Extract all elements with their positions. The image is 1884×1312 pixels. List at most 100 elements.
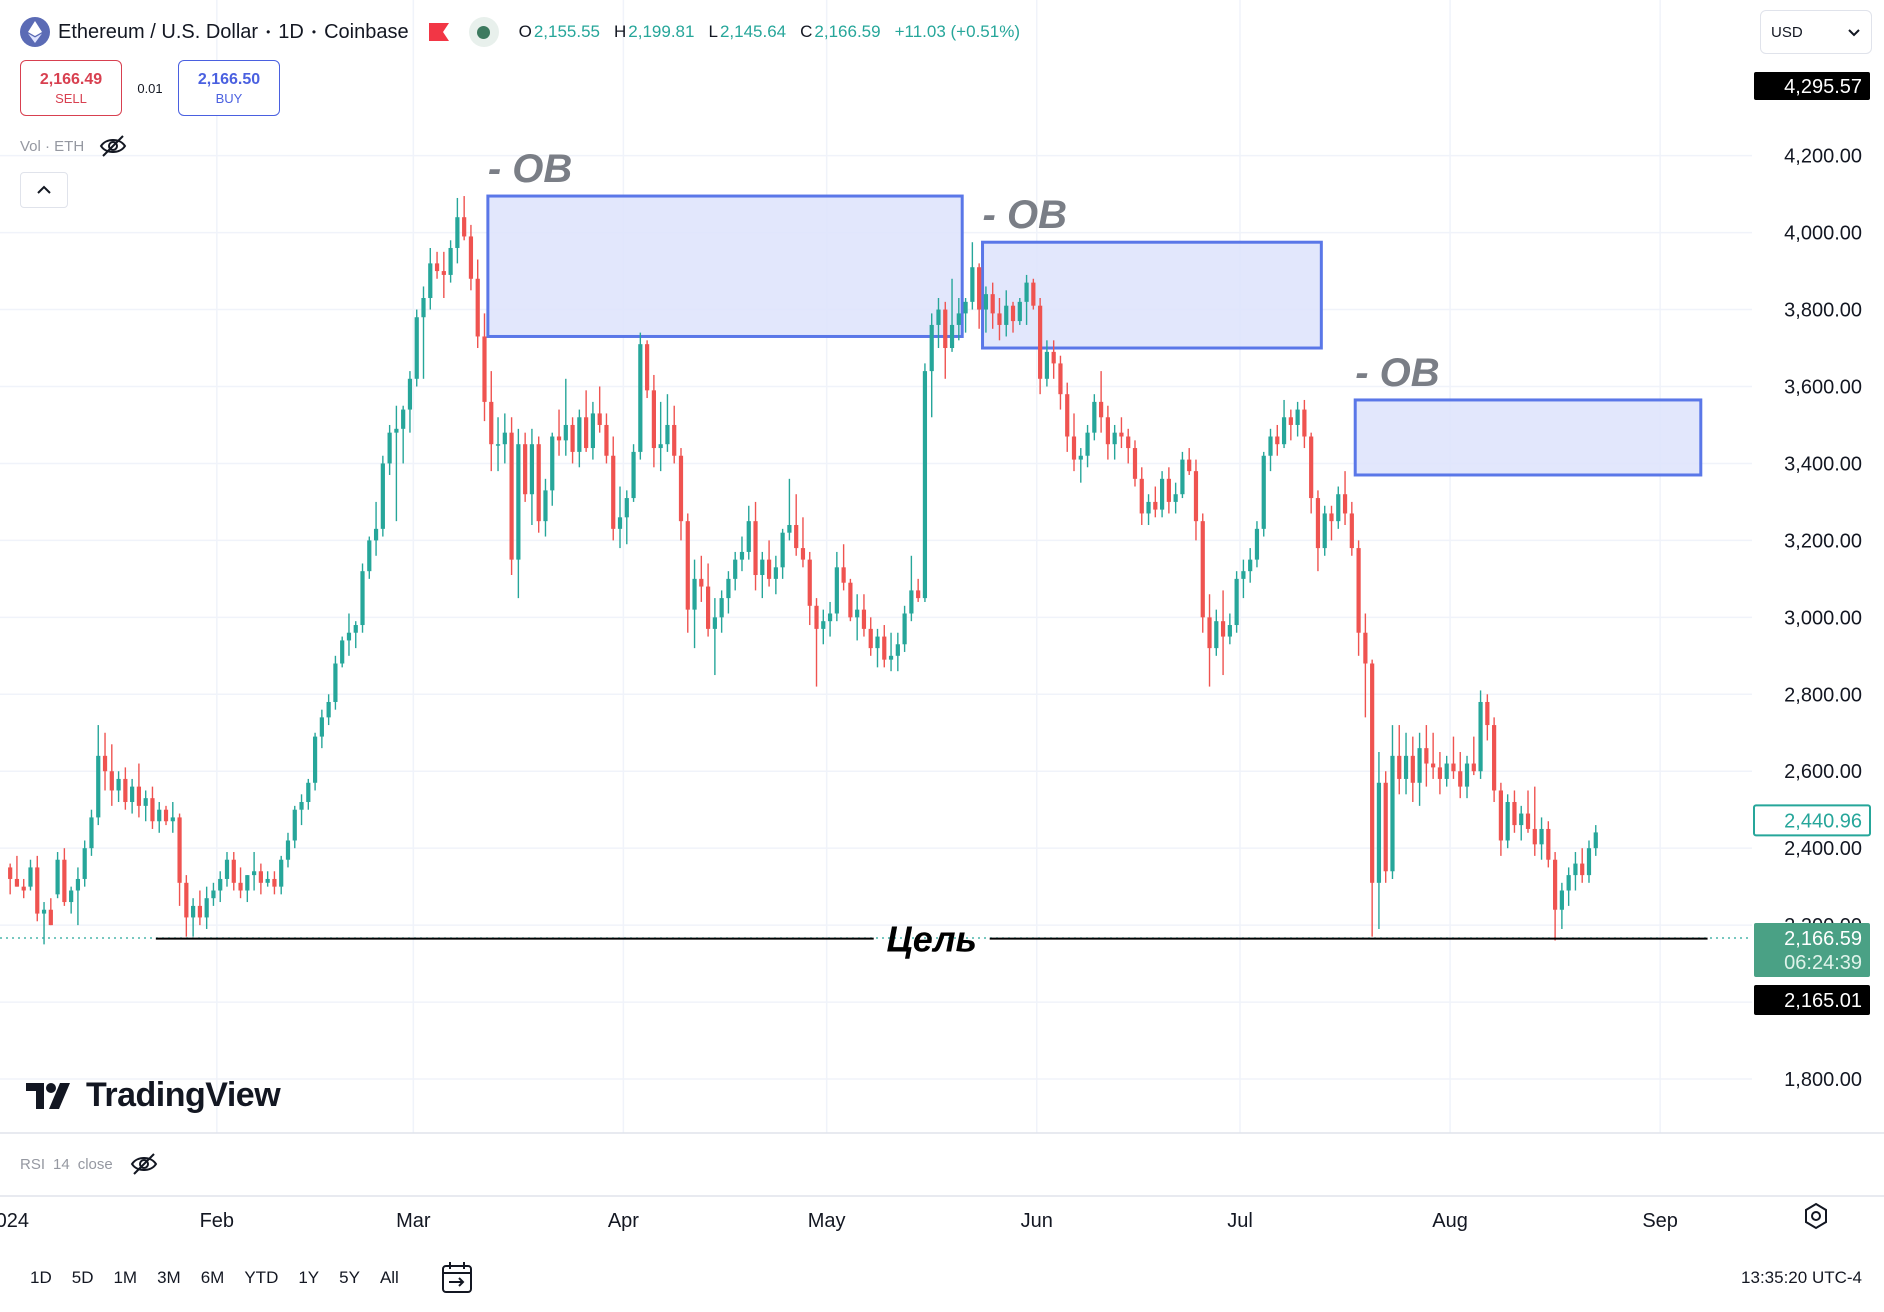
- order-block-zone[interactable]: [486, 194, 964, 338]
- candle: [678, 448, 684, 541]
- candle-body: [48, 909, 53, 926]
- time-axis[interactable]: 2024 Feb Mar Apr May Jun Jul Aug Sep: [0, 1210, 1678, 1232]
- candle: [258, 863, 263, 895]
- candle: [468, 224, 474, 291]
- settings-icon[interactable]: [1800, 1200, 1832, 1232]
- rsi-source: close: [77, 1155, 113, 1173]
- candle-body: [604, 424, 609, 456]
- candle: [1444, 755, 1449, 787]
- candle: [184, 875, 189, 937]
- volume-indicator-legend[interactable]: Vol · ETH: [20, 134, 128, 158]
- candle-body: [1234, 578, 1239, 626]
- rsi-length: 14: [53, 1155, 70, 1173]
- candle: [577, 409, 582, 468]
- range-5d[interactable]: 5D: [71, 1268, 94, 1287]
- candle: [1132, 440, 1138, 487]
- candle-body: [218, 878, 223, 891]
- candle-body: [191, 905, 196, 918]
- candle: [265, 871, 270, 887]
- candle: [224, 852, 230, 887]
- candle: [550, 432, 555, 506]
- bottom-toolbar: 1D 5D 1M 3M 6M YTD 1Y 5Y All 13:35:20 UT…: [0, 1244, 1884, 1312]
- symbol-name[interactable]: Ethereum / U.S. Dollar: [58, 20, 259, 43]
- clock-timezone[interactable]: 13:35:20 UTC-4: [1741, 1268, 1862, 1287]
- candle-body: [1464, 763, 1470, 787]
- candle-body: [136, 786, 142, 806]
- candle: [1288, 409, 1293, 441]
- candle: [1356, 540, 1361, 656]
- order-block-zones[interactable]: - OB - OB - OB: [486, 147, 1703, 477]
- candle: [794, 494, 799, 556]
- time-tick-label: Jun: [1021, 1210, 1053, 1232]
- candle-body: [672, 424, 677, 456]
- range-3m[interactable]: 3M: [157, 1268, 181, 1287]
- change-value: +11.03 (+0.51%): [894, 22, 1020, 41]
- candle-body: [1099, 401, 1104, 418]
- candle: [1573, 852, 1578, 891]
- candle: [434, 251, 440, 279]
- candle: [719, 590, 724, 633]
- order-block-zone[interactable]: [1353, 398, 1703, 477]
- candle: [380, 455, 385, 537]
- candle-body: [1471, 763, 1476, 772]
- range-5y[interactable]: 5Y: [339, 1268, 360, 1287]
- candle: [1254, 521, 1260, 568]
- candle-body: [170, 817, 175, 822]
- target-line-group[interactable]: Цель: [155, 919, 1708, 960]
- range-6m[interactable]: 6M: [200, 1268, 225, 1287]
- currency-select[interactable]: USD: [1760, 10, 1872, 54]
- open-key: O: [518, 22, 532, 41]
- candle: [983, 286, 989, 333]
- ethereum-icon[interactable]: [20, 17, 50, 47]
- range-all[interactable]: All: [379, 1268, 399, 1287]
- range-ytd[interactable]: YTD: [244, 1268, 279, 1287]
- candle: [1268, 428, 1273, 472]
- candle: [1431, 732, 1436, 779]
- candle: [1376, 751, 1382, 929]
- candle: [1349, 501, 1354, 556]
- buy-button[interactable]: 2,166.50 BUY: [178, 60, 280, 116]
- high-key: H: [614, 22, 627, 41]
- candle: [631, 444, 636, 502]
- candle-body: [14, 878, 20, 887]
- candle-body: [1451, 763, 1456, 772]
- candle: [1139, 467, 1144, 525]
- candle: [672, 405, 677, 464]
- range-1d[interactable]: 1D: [30, 1268, 52, 1287]
- candle-body: [89, 817, 94, 849]
- candle-body: [760, 559, 765, 576]
- candle-body: [1403, 755, 1409, 779]
- live-status-icon[interactable]: [468, 17, 499, 47]
- candle-body: [306, 782, 311, 803]
- price-tick-label: 4,200.00: [1784, 146, 1862, 168]
- sell-button[interactable]: 2,166.49 SELL: [20, 60, 122, 116]
- candle: [1159, 471, 1165, 518]
- flag-icon[interactable]: [428, 23, 449, 41]
- collapse-legend-button[interactable]: [20, 172, 68, 208]
- rsi-indicator-legend[interactable]: RSI 14 close: [20, 1152, 159, 1176]
- currency-value: USD: [1771, 23, 1803, 41]
- candle: [699, 555, 704, 602]
- interval-label[interactable]: 1D: [278, 20, 304, 43]
- last-price-box: [1754, 922, 1870, 977]
- candle-body: [1492, 725, 1497, 791]
- candle-body: [719, 598, 724, 618]
- eye-slash-icon[interactable]: [98, 134, 128, 158]
- candle: [1051, 340, 1056, 379]
- buy-price: 2,166.50: [197, 70, 261, 88]
- candle-body: [841, 567, 846, 583]
- date-range-icon[interactable]: [439, 1260, 475, 1296]
- candle-body: [787, 524, 792, 533]
- range-1m[interactable]: 1M: [113, 1268, 138, 1287]
- eye-slash-icon[interactable]: [129, 1152, 159, 1176]
- candle-body: [475, 278, 480, 337]
- range-1y[interactable]: 1Y: [298, 1268, 320, 1287]
- candle: [536, 436, 541, 533]
- candle: [48, 898, 53, 926]
- candle: [130, 778, 135, 814]
- candle: [191, 898, 196, 937]
- candle-body: [340, 640, 345, 664]
- exchange-label[interactable]: Coinbase: [324, 20, 409, 43]
- candle-body: [177, 817, 182, 883]
